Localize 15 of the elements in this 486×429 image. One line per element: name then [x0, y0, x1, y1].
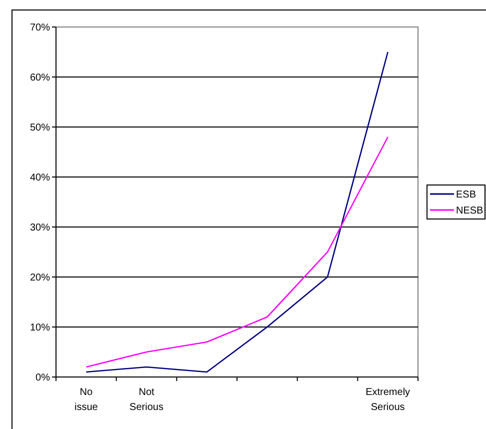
legend-label: ESB	[456, 190, 476, 200]
legend-label: NESB	[456, 206, 484, 216]
line-series	[86, 51, 388, 373]
y-tick-label: 50%	[30, 122, 50, 134]
x-tick-label: No issue	[74, 387, 98, 413]
y-tick-label: 10%	[30, 322, 50, 334]
y-tick-label: 30%	[30, 222, 50, 234]
x-tick-label: Not Serious	[130, 387, 164, 413]
y-tick-label: 60%	[30, 72, 50, 84]
y-tick-label: 0%	[36, 372, 50, 384]
y-tick-label: 20%	[30, 272, 50, 284]
line-series	[86, 136, 388, 368]
y-tick-label: 40%	[30, 172, 50, 184]
x-tick-label: Extremely Serious	[366, 387, 410, 413]
y-tick-label: 70%	[30, 22, 50, 34]
